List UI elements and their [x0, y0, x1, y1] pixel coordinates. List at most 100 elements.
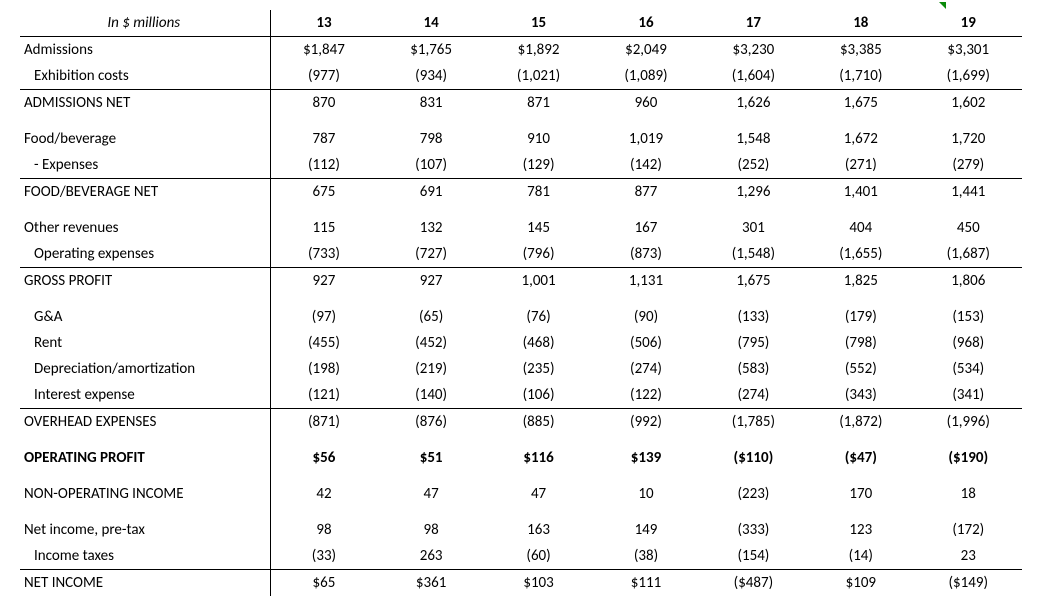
cell: 798 — [377, 126, 484, 152]
cell: 1,675 — [700, 268, 807, 295]
spacer-row — [20, 294, 1022, 304]
header-year: 16 — [592, 10, 699, 37]
cell: ($110) — [700, 445, 807, 471]
cell: (552) — [807, 356, 914, 382]
spacer-row — [20, 116, 1022, 126]
row-label: Admissions — [20, 37, 270, 64]
table-row: Depreciation/amortization(198)(219)(235)… — [20, 356, 1022, 382]
cell: (179) — [807, 304, 914, 330]
cell: (279) — [915, 152, 1022, 179]
cell: 910 — [485, 126, 592, 152]
cell: 1,672 — [807, 126, 914, 152]
row-label: Exhibition costs — [20, 63, 270, 90]
cell: (1,710) — [807, 63, 914, 90]
cell: (219) — [377, 356, 484, 382]
cell: 47 — [485, 481, 592, 507]
table-row: Interest expense(121)(140)(106)(122)(274… — [20, 382, 1022, 409]
cell: (534) — [915, 356, 1022, 382]
cell: (121) — [270, 382, 377, 409]
cell: 787 — [270, 126, 377, 152]
cell: 1,825 — [807, 268, 914, 295]
row-label: FOOD/BEVERAGE NET — [20, 179, 270, 206]
cell: (107) — [377, 152, 484, 179]
table-row: Operating expenses(733)(727)(796)(873)(1… — [20, 241, 1022, 268]
table-row: NON-OPERATING INCOME42474710(223)17018 — [20, 481, 1022, 507]
cell: 1,806 — [915, 268, 1022, 295]
cell: $139 — [592, 445, 699, 471]
cell: $111 — [592, 570, 699, 597]
table-row: Rent(455)(452)(468)(506)(795)(798)(968) — [20, 330, 1022, 356]
cell: (968) — [915, 330, 1022, 356]
spacer-row — [20, 507, 1022, 517]
cell: 781 — [485, 179, 592, 206]
cell: 1,720 — [915, 126, 1022, 152]
cell: 1,626 — [700, 90, 807, 117]
cell: 1,296 — [700, 179, 807, 206]
cell: (1,785) — [700, 409, 807, 436]
cell: (798) — [807, 330, 914, 356]
cell: (1,655) — [807, 241, 914, 268]
cell: (1,548) — [700, 241, 807, 268]
table-row: Exhibition costs(977)(934)(1,021)(1,089)… — [20, 63, 1022, 90]
cell: $116 — [485, 445, 592, 471]
cell: 691 — [377, 179, 484, 206]
cell: $56 — [270, 445, 377, 471]
row-label: ADMISSIONS NET — [20, 90, 270, 117]
row-label: Operating expenses — [20, 241, 270, 268]
header-year: 19 — [915, 10, 1022, 37]
cell: 404 — [807, 215, 914, 241]
cell: (133) — [700, 304, 807, 330]
cell: (992) — [592, 409, 699, 436]
cell: (274) — [700, 382, 807, 409]
row-label: Food/beverage — [20, 126, 270, 152]
cell: (106) — [485, 382, 592, 409]
table-row: OVERHEAD EXPENSES(871)(876)(885)(992)(1,… — [20, 409, 1022, 436]
cell: (1,687) — [915, 241, 1022, 268]
row-label: G&A — [20, 304, 270, 330]
cell: (876) — [377, 409, 484, 436]
income-statement-table: In $ millions 13 14 15 16 17 18 19 Admis… — [20, 10, 1022, 596]
cell: (1,872) — [807, 409, 914, 436]
cell: 1,548 — [700, 126, 807, 152]
cell: (90) — [592, 304, 699, 330]
cell: 167 — [592, 215, 699, 241]
header-year: 13 — [270, 10, 377, 37]
cell: ($149) — [915, 570, 1022, 597]
header-year: 17 — [700, 10, 807, 37]
cell: (142) — [592, 152, 699, 179]
cell: (172) — [915, 517, 1022, 543]
cell: (65) — [377, 304, 484, 330]
cell: (1,089) — [592, 63, 699, 90]
cell: (873) — [592, 241, 699, 268]
cell: (140) — [377, 382, 484, 409]
cell: 1,019 — [592, 126, 699, 152]
header-row: In $ millions 13 14 15 16 17 18 19 — [20, 10, 1022, 37]
cell: $103 — [485, 570, 592, 597]
cell: $361 — [377, 570, 484, 597]
table-row: Food/beverage7877989101,0191,5481,6721,7… — [20, 126, 1022, 152]
table-row: Other revenues115132145167301404450 — [20, 215, 1022, 241]
row-label: Other revenues — [20, 215, 270, 241]
cell: (977) — [270, 63, 377, 90]
cell: 1,401 — [807, 179, 914, 206]
cell: 123 — [807, 517, 914, 543]
cell: 450 — [915, 215, 1022, 241]
cell: 170 — [807, 481, 914, 507]
cell: (274) — [592, 356, 699, 382]
table-row: OPERATING PROFIT$56$51$116$139($110)($47… — [20, 445, 1022, 471]
cell: 927 — [270, 268, 377, 295]
cell: 132 — [377, 215, 484, 241]
cell: (583) — [700, 356, 807, 382]
cell: 675 — [270, 179, 377, 206]
table-row: - Expenses(112)(107)(129)(142)(252)(271)… — [20, 152, 1022, 179]
cell: (112) — [270, 152, 377, 179]
cell: (885) — [485, 409, 592, 436]
cell: (871) — [270, 409, 377, 436]
cell: (333) — [700, 517, 807, 543]
cell: (1,021) — [485, 63, 592, 90]
cell: 1,131 — [592, 268, 699, 295]
cell: $1,847 — [270, 37, 377, 64]
header-label: In $ millions — [20, 10, 270, 37]
cell: ($47) — [807, 445, 914, 471]
cell: 1,001 — [485, 268, 592, 295]
